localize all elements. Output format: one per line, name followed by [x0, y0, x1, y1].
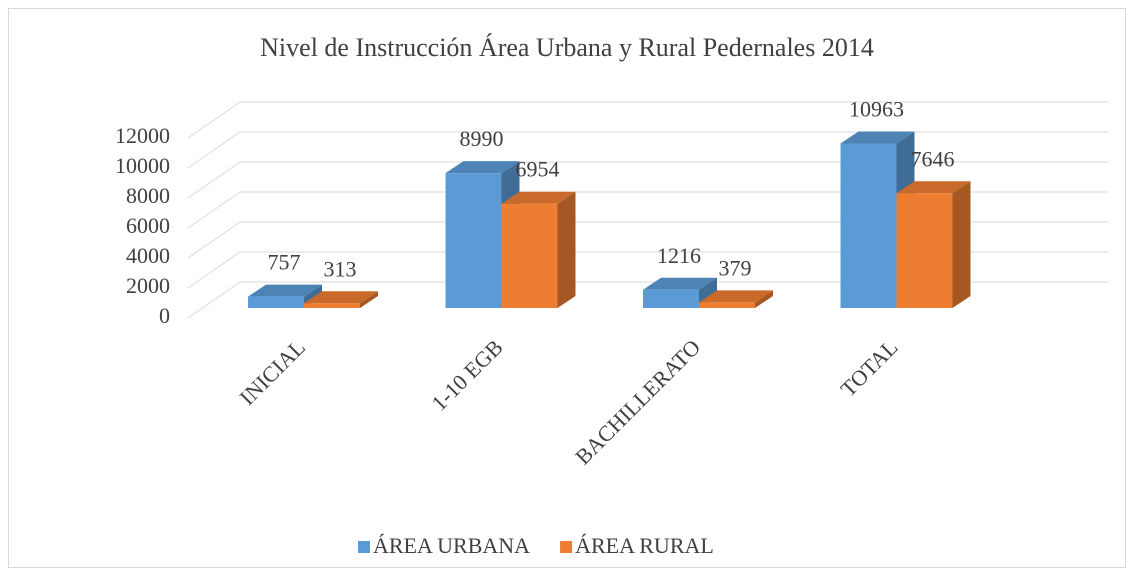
value-label: 757 — [268, 250, 301, 275]
bar-side — [360, 291, 378, 308]
bar-front — [445, 173, 502, 308]
y-tick-label: 2000 — [126, 273, 170, 298]
legend-swatch — [560, 541, 573, 553]
legend-label: ÁREA URBANA — [373, 533, 530, 558]
grid-line — [187, 161, 1108, 199]
grid-line — [187, 191, 1108, 229]
value-label: 313 — [324, 256, 357, 281]
bar-side — [755, 290, 773, 308]
legend-swatch — [358, 541, 370, 553]
grid-line — [187, 251, 1108, 289]
bar-top — [304, 291, 378, 304]
value-label: 8990 — [460, 126, 504, 151]
grid-line — [187, 101, 1108, 139]
grid-line — [187, 131, 1108, 169]
y-tick-label: 10000 — [115, 153, 170, 178]
y-tick-label: 4000 — [126, 243, 170, 268]
chart-title: Nivel de Instrucción Área Urbana y Rural… — [260, 33, 874, 62]
legend-label: ÁREA RURAL — [575, 533, 714, 558]
bar — [248, 284, 322, 308]
bar-front — [304, 303, 360, 308]
y-tick-label: 0 — [159, 303, 170, 328]
bar-top — [699, 290, 773, 303]
bar — [304, 291, 378, 308]
grid-line — [187, 221, 1108, 259]
bar-top — [248, 284, 322, 297]
y-tick-label: 6000 — [126, 213, 170, 238]
bar — [896, 181, 971, 308]
y-tick-label: 8000 — [126, 183, 170, 208]
bar-top — [840, 131, 915, 144]
bar — [501, 191, 576, 308]
bar — [699, 290, 773, 308]
bar-front — [896, 193, 953, 308]
y-tick-label: 12000 — [115, 123, 170, 148]
bar-top — [501, 191, 576, 204]
bar-front — [501, 203, 558, 308]
bar-front — [699, 302, 755, 308]
value-label: 379 — [719, 255, 752, 280]
bar-side — [952, 181, 971, 308]
bar-front — [840, 143, 897, 308]
bar-top — [896, 181, 971, 194]
bar-top — [445, 161, 520, 174]
value-label: 10963 — [849, 97, 904, 122]
value-label: 7646 — [911, 146, 955, 171]
grid-line — [187, 281, 1108, 319]
value-label: 1216 — [657, 243, 701, 268]
value-label: 6954 — [516, 157, 560, 182]
bar-side — [557, 191, 576, 308]
bar-front — [643, 289, 699, 308]
bar-top — [643, 277, 717, 290]
bar-front — [248, 296, 304, 308]
